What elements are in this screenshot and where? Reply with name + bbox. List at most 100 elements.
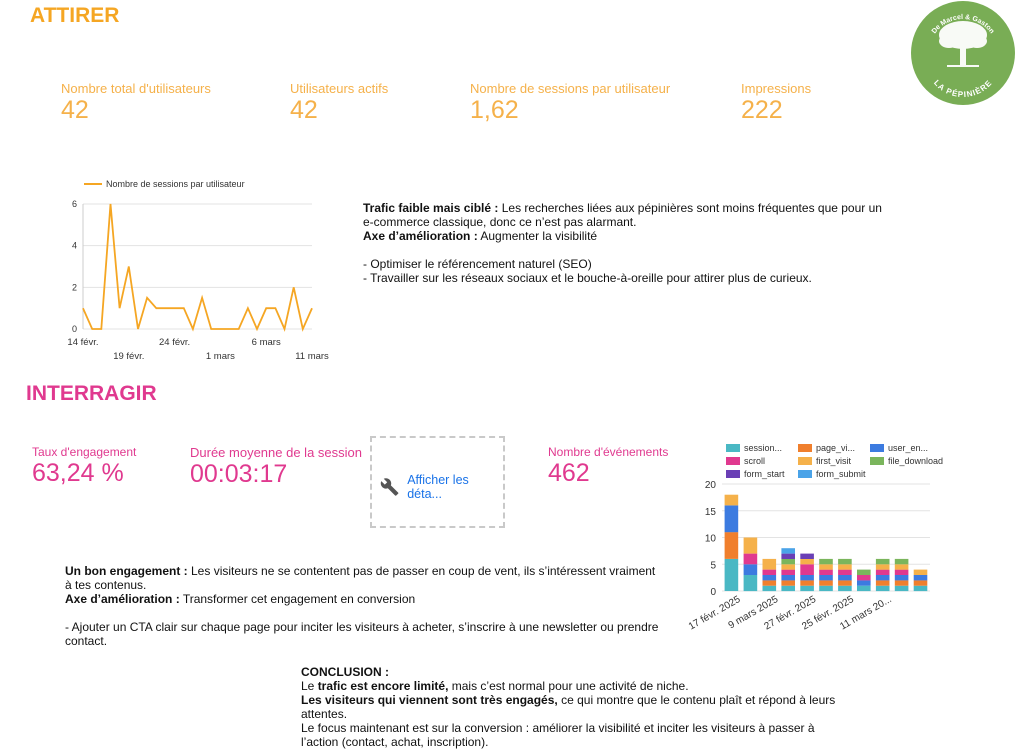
kpi-value: 00:03:17 xyxy=(190,460,288,488)
bar-segment xyxy=(724,494,739,506)
bar-segment xyxy=(781,580,795,586)
show-details-link[interactable]: Afficher les déta... xyxy=(407,473,469,501)
y-tick-label: 0 xyxy=(710,587,716,598)
kpi-value: 462 xyxy=(548,459,590,487)
bar-segment xyxy=(857,575,871,581)
kpi-label: Taux d'engagement xyxy=(32,445,137,459)
bar-segment xyxy=(800,553,814,559)
legend-swatch xyxy=(726,470,740,478)
bar-segment xyxy=(781,558,795,565)
bar-segment xyxy=(913,580,928,586)
kpi-engagement-rate: Taux d'engagement 63,24 % xyxy=(32,445,136,488)
bar-segment xyxy=(724,505,739,533)
brand-logo: De Marcel & Gaston LA PÉPINIÈRE xyxy=(911,1,1015,105)
x-tick-label: 1 mars xyxy=(206,351,235,362)
bar-segment xyxy=(762,558,777,570)
bar-segment xyxy=(743,575,758,592)
legend-swatch xyxy=(870,444,884,452)
kpi-total-users: Nombre total d'utilisateurs 42 xyxy=(61,81,211,125)
bar-segment xyxy=(894,585,909,592)
bar-segment xyxy=(762,585,777,592)
text-body: Les recherches liées aux pépinières sont… xyxy=(363,201,882,229)
legend-swatch xyxy=(870,457,884,465)
legend-label: form_submit xyxy=(816,469,866,479)
kpi-label: Nombre d'événements xyxy=(548,445,669,459)
y-tick-label: 4 xyxy=(72,241,77,251)
section-title-interragir: INTERRAGIR xyxy=(26,382,157,405)
bar-segment xyxy=(838,585,852,592)
bar-segment xyxy=(781,575,795,581)
bar-segment xyxy=(743,537,758,554)
kpi-active-users: Utilisateurs actifs 42 xyxy=(290,81,388,125)
bar-segment xyxy=(894,580,909,586)
x-tick-label: 24 févr. xyxy=(159,337,190,348)
text-bold: Axe d’amélioration : xyxy=(65,592,180,606)
unconfigured-widget[interactable]: Afficher les déta... xyxy=(370,436,505,528)
wrench-icon xyxy=(380,478,399,496)
bar-segment xyxy=(894,558,909,565)
kpi-sessions-per-user: Nombre de sessions par utilisateur 1,62 xyxy=(470,81,670,125)
legend-swatch xyxy=(798,457,812,465)
legend-swatch xyxy=(726,444,740,452)
y-tick-label: 10 xyxy=(705,534,717,545)
kpi-label: Impressions xyxy=(741,81,812,96)
text-body: Transformer cet engagement en conversion xyxy=(179,592,416,606)
bar-segment xyxy=(913,575,928,581)
kpi-label: Durée moyenne de la session xyxy=(190,445,362,460)
bar-segment xyxy=(800,575,814,581)
text-bold: Trafic faible mais ciblé : xyxy=(363,201,499,215)
bar-segment xyxy=(857,580,871,586)
legend-swatch xyxy=(726,457,740,465)
legend-label: page_vi... xyxy=(816,443,856,453)
x-tick-label: 6 mars xyxy=(252,337,281,348)
bar-segment xyxy=(781,553,795,559)
sessions-line-chart: Nombre de sessions par utilisateur 0 2 4 6 14… xyxy=(67,179,329,362)
y-tick-label: 6 xyxy=(72,199,77,209)
legend-item: file_download xyxy=(870,456,950,466)
legend-label: scroll xyxy=(744,456,766,466)
bullet-item: - Travailler sur les réseaux sociaux et … xyxy=(363,271,812,285)
text-bold: trafic est encore limité, xyxy=(317,679,449,693)
bar-segment xyxy=(800,558,814,565)
kpi-label: Nombre total d'utilisateurs xyxy=(61,81,211,96)
y-tick-label: 15 xyxy=(705,507,717,518)
text-bold: Axe d’amélioration : xyxy=(363,229,478,243)
bar-segment xyxy=(819,585,833,592)
bullet-item: - Ajouter un CTA clair sur chaque page p… xyxy=(65,620,659,648)
bar-segment xyxy=(857,569,871,575)
bar-segment xyxy=(781,564,795,570)
text-body: Le focus maintenant est sur la conversio… xyxy=(301,721,815,749)
svg-text:LA PÉPINIÈRE: LA PÉPINIÈRE xyxy=(932,78,994,99)
kpi-impressions: Impressions 222 xyxy=(741,81,811,125)
x-tick-label: 14 févr. xyxy=(67,337,98,348)
bar-segment xyxy=(800,564,814,575)
conclusion-title: CONCLUSION : xyxy=(301,665,389,679)
x-tick-label: 11 mars xyxy=(295,351,329,362)
bar-segment xyxy=(838,569,852,575)
text-body: ce qui montre que le contenu plaît et ré… xyxy=(301,693,836,721)
bar-segment xyxy=(724,532,739,559)
bar-segment xyxy=(762,575,777,581)
bullet-item: - Optimiser le référencement naturel (SE… xyxy=(363,257,592,271)
bar-segment xyxy=(894,569,909,575)
conclusion-text: CONCLUSION : Le trafic est encore limité… xyxy=(301,665,841,749)
legend-label: first_visit xyxy=(816,456,852,466)
bar-segment xyxy=(857,585,871,592)
legend-label: session... xyxy=(744,443,783,453)
bar-chart-legend: session... page_vi... user_en... scroll firs… xyxy=(726,443,966,479)
bar-segment xyxy=(875,575,890,581)
text-bold: Un bon engagement : xyxy=(65,564,188,578)
bar-segment xyxy=(894,564,909,570)
bar-segment xyxy=(781,569,795,575)
bar-segment xyxy=(781,548,795,554)
legend-item: page_vi... xyxy=(798,443,870,453)
bar-segment xyxy=(819,580,833,586)
kpi-value: 63,24 % xyxy=(32,459,124,487)
bar-segment xyxy=(819,569,833,575)
legend-item: form_submit xyxy=(798,469,870,479)
text-body: Les visiteurs ne se contentent pas de pa… xyxy=(65,564,656,592)
kpi-value: 222 xyxy=(741,96,783,124)
y-tick-label: 20 xyxy=(705,480,717,491)
interragir-analysis-text: Un bon engagement : Les visiteurs ne se … xyxy=(65,564,665,648)
